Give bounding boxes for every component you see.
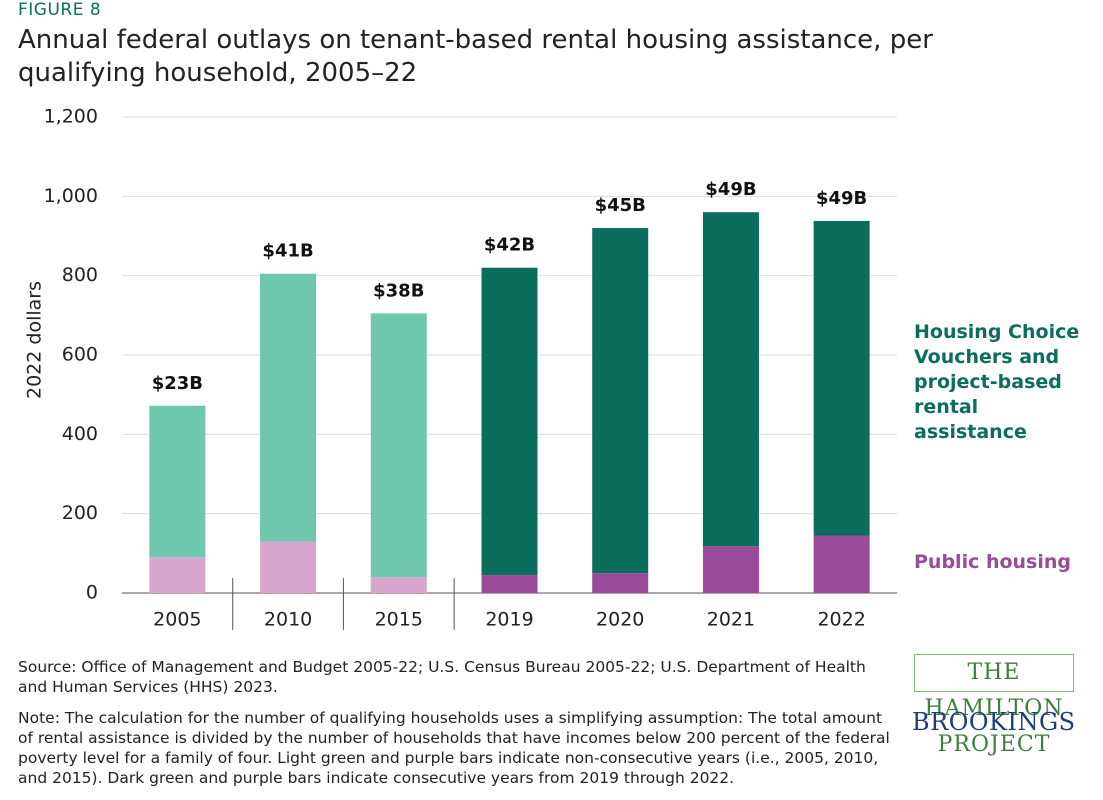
source: Source: Office of Management and Budget … (18, 658, 866, 696)
bar-segment (370, 313, 427, 578)
bar-segment (592, 228, 649, 574)
note: Note: The calculation for the number of … (18, 709, 890, 787)
x-tick-label: 2022 (817, 609, 865, 631)
legend-entry: Public housing (914, 551, 1072, 573)
total-label: $42B (484, 235, 535, 256)
total-label: $41B (262, 241, 313, 262)
chart-title: Annual federal outlays on tenant-based r… (18, 25, 933, 88)
y-axis-label: 2022 dollars (24, 281, 46, 399)
bar-segment (260, 273, 317, 542)
bar-segment (481, 267, 538, 576)
bar-segment (813, 220, 870, 536)
y-tick-label: 1,200 (44, 106, 98, 128)
x-tick-label: 2015 (375, 609, 423, 631)
total-label: $49B (705, 179, 756, 200)
bar-segment (702, 212, 759, 547)
bar-segment (149, 405, 206, 558)
bar-segment (260, 541, 317, 593)
x-tick-label: 2010 (264, 609, 312, 631)
y-tick-label: 400 (62, 423, 98, 445)
y-tick-label: 200 (62, 502, 98, 524)
logo: BROOKINGS (912, 708, 1076, 736)
y-tick-label: 1,000 (44, 185, 98, 207)
x-tick-label: 2021 (707, 609, 755, 631)
x-tick-label: 2019 (485, 609, 533, 631)
total-label: $45B (595, 195, 646, 216)
bar-segment (702, 546, 759, 593)
bar-segment (370, 577, 427, 593)
y-tick-label: 600 (62, 344, 98, 366)
x-tick-label: 2005 (153, 609, 201, 631)
bar-segment (813, 535, 870, 593)
legend-entry: Housing Choice Vouchers and project-base… (914, 321, 1080, 443)
bar-segment (592, 573, 649, 593)
y-tick-label: 0 (86, 582, 98, 604)
total-label: $49B (816, 188, 867, 209)
bar-segment (481, 575, 538, 593)
total-label: $38B (373, 280, 424, 301)
total-label: $23B (152, 373, 203, 394)
x-tick-label: 2020 (596, 609, 644, 631)
logo: THE HAMILTON PROJECT (914, 654, 1074, 757)
figure-label: FIGURE 8 (18, 0, 102, 20)
y-tick-label: 800 (62, 264, 98, 286)
bar-segment (149, 557, 206, 593)
